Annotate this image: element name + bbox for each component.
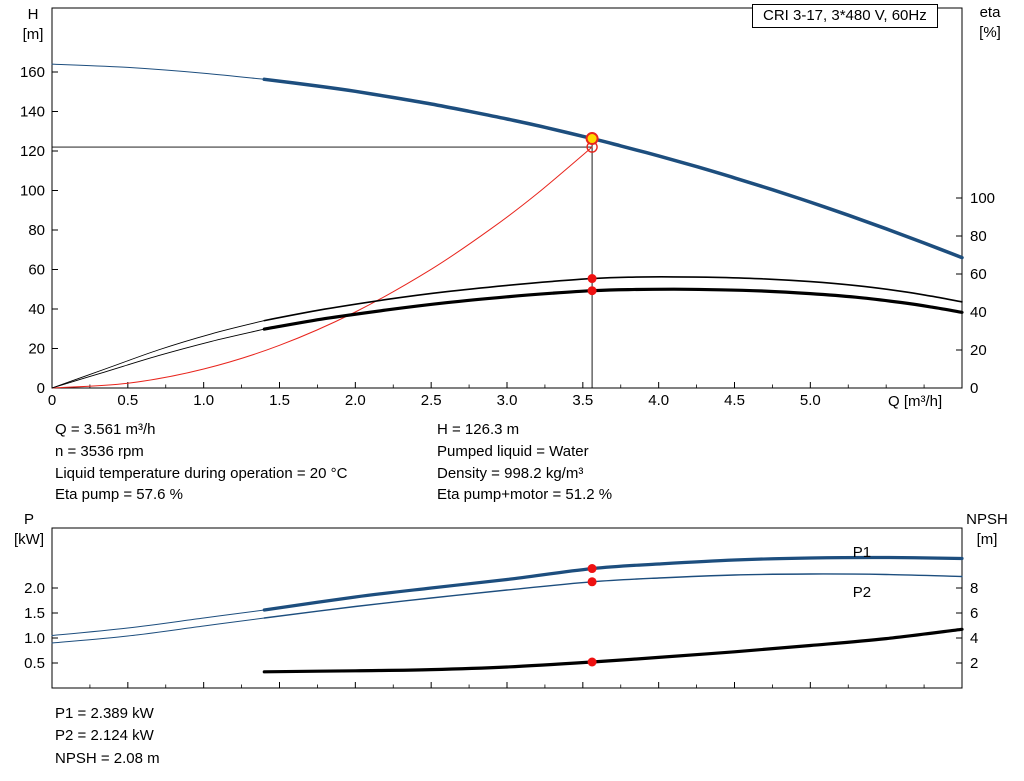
annotation-line-speed: n = 3536 rpm [55,442,144,460]
plot-border [51,527,963,689]
annotation-line-p1: P1 = 2.389 kW [55,705,154,722]
curve-eta-pump [263,276,963,322]
curves [51,63,964,389]
x-tick-label: 3.0 [497,392,518,409]
y-right-tick-label: 60 [970,266,987,283]
eta-pump-duty-marker [587,274,597,284]
y-right-tick-label: 8 [970,580,978,597]
x-tick-label: 5.0 [800,392,821,409]
x-tick-label: 4.5 [724,392,745,409]
y-left-tick-label: 20 [28,340,45,357]
duty-guides [52,138,593,388]
y-left-tick-label: 0 [37,380,45,397]
series-label-P1: P1 [853,544,871,561]
curve-p2-lead [51,617,265,644]
x-tick-label: 0 [48,392,56,409]
duty-markers [587,564,597,667]
annotation-line-temperature: Liquid temperature during operation = 20… [55,464,348,482]
series-label-P2: P2 [853,584,871,601]
y-left-tick-label: 120 [20,143,45,160]
npsh-axis-title-line: [m] [976,531,998,548]
duty-markers [585,132,599,296]
pump-model-label: CRI 3-17, 3*480 V, 60Hz [763,7,927,24]
power-axis-title: P [kW] [6,510,52,550]
annotation-line-head: H = 126.3 m [437,421,520,438]
head-axis-title-line: H [27,6,39,23]
y-right-tick-label: 100 [970,190,995,207]
y-left-tick-label: 60 [28,261,45,278]
y-right-tick-label: 80 [970,228,987,245]
y-left-tick-label: 80 [28,222,45,239]
x-axis-label: Q [m³/h] [888,393,942,410]
p1-duty-marker [587,564,597,574]
annotation-line-p2: P2 = 2.124 kW [55,727,154,745]
duty-point-marker [585,132,599,146]
x-tick-label: 3.5 [572,392,593,409]
plot-border [51,7,963,389]
y-left-tick-label: 1.0 [24,630,45,647]
x-tick-label: 1.5 [269,392,290,409]
duty-readout-left: Q = 3.561 m³/h n = 3536 rpm Liquid tempe… [55,419,347,506]
curve-eta-pump-lead [51,320,265,389]
y-left-tick-label: 0.5 [24,655,45,672]
annotation-line-liquid: Pumped liquid = Water [437,442,589,460]
qh-eta-chart-canvas: 0 0.5 1.0 1.5 2.0 2.5 3.0 3.5 4.0 4.5 5.0 Q [m³/h] 0… [20,7,995,410]
curve-system-curve [51,146,593,389]
curve-head-curve-lead [51,63,265,80]
npsh-duty-marker [587,657,597,667]
y-right-tick-label: 6 [970,605,978,622]
eta-pump-motor-duty-marker [587,286,597,296]
y-left-tick-label: 2.0 [24,580,45,597]
axes: 0 0.5 1.0 1.5 2.0 2.5 3.0 3.5 4.0 4.5 5.0 Q [m³/h] 0… [20,7,995,410]
curve-p1-lead [51,609,265,636]
npsh-axis-title-line: NPSH [966,511,1008,528]
npsh-axis-title: NPSH [m] [956,510,1018,550]
duty-readout-right: H = 126.3 m Pumped liquid = Water Densit… [437,419,612,506]
head-axis-title-line: [m] [22,26,44,43]
p2-duty-marker [587,577,597,587]
eta-axis-title-line: [%] [979,24,1001,41]
x-tick-label: 4.0 [648,392,669,409]
power-readout: P1 = 2.389 kW P2 = 2.124 kW NPSH = 2.08 … [55,703,160,770]
y-left-tick-label: 100 [20,182,45,199]
annotation-line-npsh: NPSH = 2.08 m [55,749,160,767]
power-npsh-chart-canvas: 0.5 1.0 1.5 2.0 2 4 6 8 P1 P2 [24,527,978,689]
head-axis-title: H [m] [14,5,52,45]
curve-eta-pump-motor [262,287,964,331]
pump-model-box: CRI 3-17, 3*480 V, 60Hz [752,4,938,28]
power-axis-title-line: [kW] [14,531,44,548]
y-right-tick-label: 40 [970,304,987,321]
y-left-tick-label: 1.5 [24,605,45,622]
curve-p2 [263,573,963,619]
y-right-tick-label: 0 [970,380,978,397]
annotation-line-flow: Q = 3.561 m³/h [55,421,156,438]
axes: 0.5 1.0 1.5 2.0 2 4 6 8 [24,527,978,689]
curve-head-curve [262,77,964,260]
y-left-tick-label: 160 [20,64,45,81]
eta-axis-title: eta [%] [964,3,1016,43]
y-left-tick-label: 40 [28,301,45,318]
y-right-tick-label: 20 [970,342,987,359]
y-left-tick-label: 140 [20,103,45,120]
curves [51,555,964,674]
x-tick-label: 0.5 [117,392,138,409]
eta-axis-title-line: eta [979,4,1001,21]
curve-npsh [262,627,964,674]
y-right-tick-label: 4 [970,630,978,647]
power-axis-title-line: P [23,511,34,528]
annotation-line-density: Density = 998.2 kg/m³ [437,464,584,482]
x-tick-label: 2.5 [421,392,442,409]
curve-eta-pump-motor-lead [51,328,265,389]
annotation-line-eta-total: Eta pump+motor = 51.2 % [437,486,613,504]
curve-p1 [262,555,964,612]
x-tick-label: 1.0 [193,392,214,409]
x-tick-label: 2.0 [345,392,366,409]
annotation-line-eta-pump: Eta pump = 57.6 % [55,486,183,504]
y-right-tick-label: 2 [970,655,978,672]
